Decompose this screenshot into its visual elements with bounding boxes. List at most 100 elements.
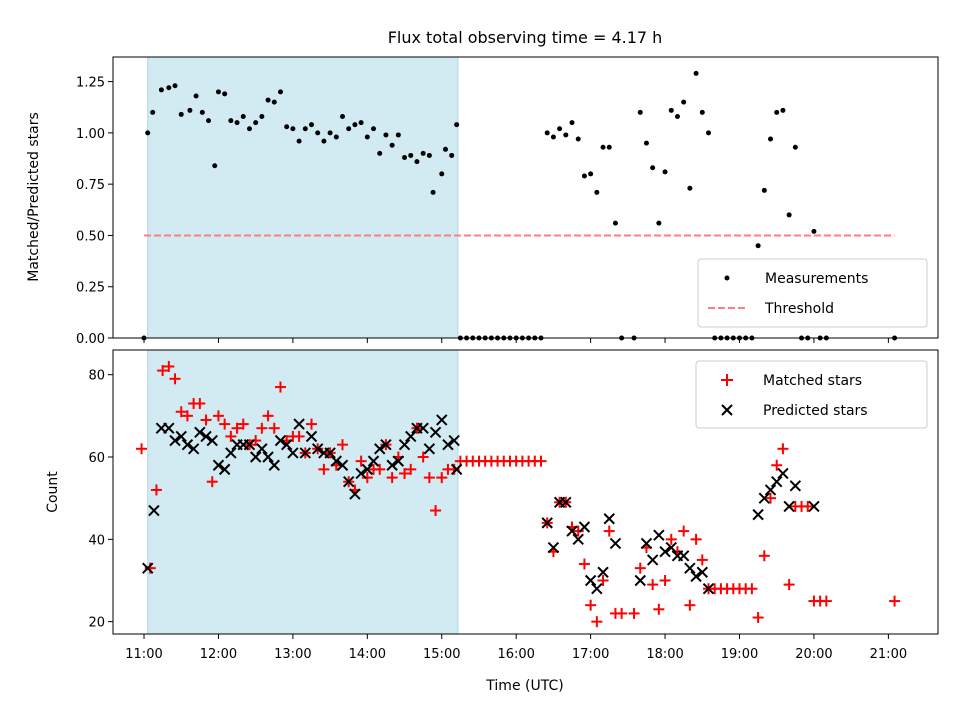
predicted-point-stroke-b xyxy=(541,517,553,529)
predicted-point-stroke-b xyxy=(299,447,312,459)
predicted-point xyxy=(584,574,597,587)
predicted-point-stroke-b xyxy=(572,533,584,546)
measurement-point xyxy=(408,152,414,158)
predicted-point xyxy=(442,438,454,451)
measurement-point xyxy=(150,109,156,115)
predicted-point xyxy=(206,434,218,447)
predicted-point xyxy=(646,554,659,566)
predicted-point xyxy=(392,455,405,467)
legend-measurements-marker xyxy=(724,275,730,281)
measurement-point xyxy=(265,97,271,103)
measurement-point xyxy=(755,243,761,249)
measurement-point xyxy=(774,109,780,115)
predicted-point-stroke-b xyxy=(764,484,777,496)
legend-matched-marker xyxy=(721,374,733,386)
measurement-point xyxy=(352,122,358,128)
measurement-point xyxy=(158,87,164,93)
matched-point xyxy=(405,463,417,475)
matched-point xyxy=(250,435,262,447)
predicted-point-stroke-b xyxy=(609,537,622,550)
ratio-x-ticks xyxy=(143,338,889,343)
count-xtick-label: 15:00 xyxy=(423,647,460,662)
predicted-point xyxy=(789,480,802,492)
measurement-point xyxy=(606,144,612,150)
predicted-point-stroke-b xyxy=(758,492,771,504)
measurement-point xyxy=(687,185,693,191)
predicted-point xyxy=(256,443,268,455)
count-xtick-label: 11:00 xyxy=(125,647,162,662)
predicted-point xyxy=(380,438,392,451)
matched-point xyxy=(136,443,148,455)
measurement-point xyxy=(228,118,234,124)
matched-point xyxy=(163,360,175,372)
predicted-point-stroke-b xyxy=(206,434,218,447)
predicted-point-stroke-b xyxy=(324,447,336,459)
measurement-point xyxy=(662,169,668,175)
measurement-point xyxy=(222,91,228,97)
predicted-point xyxy=(305,430,318,443)
predicted-point-stroke-b xyxy=(262,451,274,463)
matched-point xyxy=(678,525,690,537)
predicted-point xyxy=(218,463,231,476)
predicted-point xyxy=(597,566,609,578)
predicted-point xyxy=(361,463,374,476)
predicted-point xyxy=(336,459,349,471)
predicted-point-stroke-b xyxy=(777,467,789,480)
predicted-point xyxy=(684,562,696,574)
predicted-point xyxy=(752,508,764,521)
count-xtick-label: 12:00 xyxy=(200,647,237,662)
count-xtick-label: 14:00 xyxy=(349,647,386,662)
ratio-plot-frame xyxy=(112,56,939,339)
matched-point xyxy=(293,430,305,442)
matched-point xyxy=(771,459,783,471)
ratio-legend-box xyxy=(697,258,928,328)
matched-point xyxy=(399,467,411,479)
predicted-point-stroke-b xyxy=(280,438,293,451)
count-ytick-label: 60 xyxy=(88,451,105,466)
matched-point xyxy=(572,525,584,537)
measurement-point xyxy=(705,130,711,136)
count-xtick-label: 13:00 xyxy=(274,647,311,662)
measurement-point xyxy=(377,150,383,156)
predicted-point-stroke-b xyxy=(330,455,343,467)
measurement-point xyxy=(333,134,339,140)
predicted-point xyxy=(547,541,560,554)
predicted-point xyxy=(665,541,677,554)
predicted-point xyxy=(764,484,777,496)
predicted-point-stroke-b xyxy=(690,570,702,583)
legend-threshold-label: Threshold xyxy=(764,301,834,317)
predicted-point-stroke-b xyxy=(274,434,287,447)
matched-point xyxy=(783,579,795,591)
predicted-point-stroke-b xyxy=(355,467,367,480)
matched-point xyxy=(355,455,367,467)
predicted-point-stroke-b xyxy=(249,451,262,463)
predicted-point-stroke-b xyxy=(243,438,256,451)
matched-point xyxy=(628,607,640,619)
measurement-point xyxy=(668,107,674,113)
matched-point xyxy=(225,430,237,442)
measurement-point xyxy=(358,120,364,126)
predicted-point xyxy=(702,583,715,595)
predicted-point xyxy=(169,434,181,447)
measurement-point xyxy=(761,187,767,193)
ratio-ytick-label: 0.25 xyxy=(76,281,105,296)
predicted-point-stroke-b xyxy=(640,537,653,550)
predicted-point xyxy=(429,426,442,439)
measurement-point xyxy=(449,152,455,158)
predicted-point-stroke-b xyxy=(256,443,268,455)
count-legend: Matched stars Predicted stars xyxy=(695,360,928,429)
count-y-label: Count xyxy=(45,471,61,513)
count-xtick-label: 19:00 xyxy=(721,647,758,662)
predicted-point-stroke-b xyxy=(584,574,597,587)
matched-point xyxy=(430,505,442,517)
predicted-series xyxy=(142,414,820,595)
predicted-point xyxy=(609,537,622,550)
measurement-point xyxy=(199,109,205,115)
measurement-point xyxy=(811,228,817,234)
predicted-point-stroke-b xyxy=(225,447,237,459)
predicted-point xyxy=(386,459,398,471)
measurement-point xyxy=(581,173,587,179)
measurement-point xyxy=(212,163,218,169)
predicted-point-stroke-b xyxy=(696,566,708,578)
